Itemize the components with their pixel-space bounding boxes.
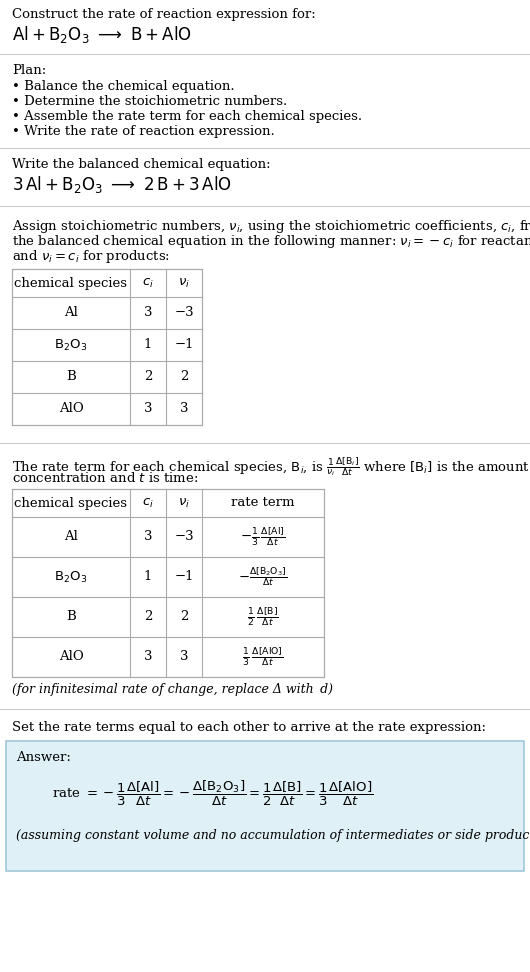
Text: 3: 3 [180, 650, 188, 664]
Text: Assign stoichiometric numbers, $\nu_i$, using the stoichiometric coefficients, $: Assign stoichiometric numbers, $\nu_i$, … [12, 218, 530, 235]
Text: concentration and $t$ is time:: concentration and $t$ is time: [12, 471, 198, 485]
Text: Set the rate terms equal to each other to arrive at the rate expression:: Set the rate terms equal to each other t… [12, 721, 486, 734]
Text: $c_i$: $c_i$ [142, 276, 154, 290]
Text: B: B [66, 610, 76, 623]
Text: • Balance the chemical equation.: • Balance the chemical equation. [12, 80, 235, 93]
Text: rate term: rate term [231, 497, 295, 509]
Text: chemical species: chemical species [14, 276, 128, 290]
Text: 2: 2 [180, 610, 188, 623]
Text: $\mathrm{Al + B_2O_3 \ \longrightarrow \ B + AlO}$: $\mathrm{Al + B_2O_3 \ \longrightarrow \… [12, 24, 192, 45]
Text: (assuming constant volume and no accumulation of intermediates or side products): (assuming constant volume and no accumul… [16, 829, 530, 842]
Text: 3: 3 [144, 306, 152, 320]
Text: Answer:: Answer: [16, 751, 71, 764]
Text: 1: 1 [144, 571, 152, 583]
Text: $\mathrm{B_2O_3}$: $\mathrm{B_2O_3}$ [55, 570, 87, 584]
Text: AlO: AlO [59, 650, 83, 664]
Text: Plan:: Plan: [12, 64, 46, 77]
Text: • Assemble the rate term for each chemical species.: • Assemble the rate term for each chemic… [12, 110, 362, 123]
Text: 3: 3 [144, 531, 152, 543]
Text: Al: Al [64, 306, 78, 320]
Text: 2: 2 [180, 370, 188, 384]
Text: $-\frac{\Delta[\mathrm{B_2O_3}]}{\Delta t}$: $-\frac{\Delta[\mathrm{B_2O_3}]}{\Delta … [238, 566, 288, 588]
Text: $\mathrm{3\,Al + B_2O_3 \ \longrightarrow \ 2\,B + 3\,AlO}$: $\mathrm{3\,Al + B_2O_3 \ \longrightarro… [12, 174, 232, 195]
Text: −1: −1 [174, 338, 194, 352]
Text: $\nu_i$: $\nu_i$ [178, 276, 190, 290]
Bar [6, 741, 524, 871]
Bar [12, 269, 202, 425]
Text: −3: −3 [174, 531, 194, 543]
Text: and $\nu_i = c_i$ for products:: and $\nu_i = c_i$ for products: [12, 248, 170, 265]
Text: −3: −3 [174, 306, 194, 320]
Text: −1: −1 [174, 571, 194, 583]
Text: $\mathrm{B_2O_3}$: $\mathrm{B_2O_3}$ [55, 337, 87, 353]
Bar [12, 489, 324, 677]
Text: 2: 2 [144, 370, 152, 384]
Text: $\frac{1}{3}\,\frac{\Delta[\mathrm{AlO}]}{\Delta t}$: $\frac{1}{3}\,\frac{\Delta[\mathrm{AlO}]… [242, 646, 284, 668]
Text: $c_i$: $c_i$ [142, 497, 154, 509]
Text: Write the balanced chemical equation:: Write the balanced chemical equation: [12, 158, 271, 171]
Text: • Determine the stoichiometric numbers.: • Determine the stoichiometric numbers. [12, 95, 287, 108]
Text: rate $= -\dfrac{1}{3}\dfrac{\Delta[\mathrm{Al}]}{\Delta t} = -\dfrac{\Delta[\mat: rate $= -\dfrac{1}{3}\dfrac{\Delta[\math… [52, 779, 373, 809]
Text: B: B [66, 370, 76, 384]
Text: 3: 3 [144, 650, 152, 664]
Text: chemical species: chemical species [14, 497, 128, 509]
Text: The rate term for each chemical species, $\mathrm{B}_i$, is $\frac{1}{\nu_i}\fra: The rate term for each chemical species,… [12, 455, 530, 478]
Text: the balanced chemical equation in the following manner: $\nu_i = -c_i$ for react: the balanced chemical equation in the fo… [12, 233, 530, 250]
Text: (for infinitesimal rate of change, replace Δ with  d): (for infinitesimal rate of change, repla… [12, 683, 333, 696]
Text: $\nu_i$: $\nu_i$ [178, 497, 190, 509]
Text: $\frac{1}{2}\,\frac{\Delta[\mathrm{B}]}{\Delta t}$: $\frac{1}{2}\,\frac{\Delta[\mathrm{B}]}{… [247, 606, 279, 628]
Text: 1: 1 [144, 338, 152, 352]
Text: AlO: AlO [59, 402, 83, 415]
Text: 3: 3 [180, 402, 188, 415]
Text: 3: 3 [144, 402, 152, 415]
Text: Al: Al [64, 531, 78, 543]
Text: 2: 2 [144, 610, 152, 623]
Text: $-\frac{1}{3}\,\frac{\Delta[\mathrm{Al}]}{\Delta t}$: $-\frac{1}{3}\,\frac{\Delta[\mathrm{Al}]… [240, 526, 286, 548]
Text: Construct the rate of reaction expression for:: Construct the rate of reaction expressio… [12, 8, 316, 21]
Text: • Write the rate of reaction expression.: • Write the rate of reaction expression. [12, 125, 275, 138]
